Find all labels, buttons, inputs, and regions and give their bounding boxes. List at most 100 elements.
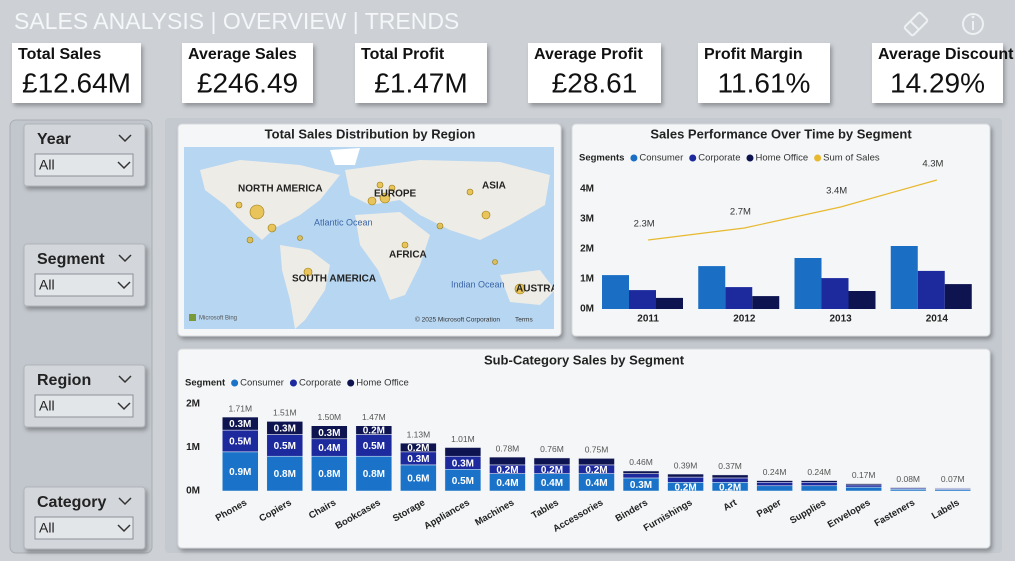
bar-segment bbox=[756, 480, 793, 483]
segment-label: 0.3M bbox=[407, 454, 429, 465]
land bbox=[200, 160, 340, 240]
legend-label: Home Office bbox=[755, 153, 808, 164]
slicer-panel bbox=[9, 119, 153, 554]
legend-label: Consumer bbox=[639, 153, 683, 164]
slicer-value: All bbox=[39, 520, 55, 536]
y-tick-label: 0M bbox=[186, 486, 200, 497]
bar-segment bbox=[311, 455, 348, 492]
bar bbox=[890, 246, 918, 309]
segment-label: 0.3M bbox=[452, 458, 474, 469]
kpi-value: £12.64M bbox=[22, 67, 131, 98]
slicer-label: Region bbox=[37, 372, 91, 389]
kpi-value: £1.47M bbox=[374, 67, 467, 98]
bar bbox=[725, 287, 753, 309]
eraser-icon[interactable] bbox=[903, 11, 929, 37]
total-label: 0.24M bbox=[807, 467, 831, 477]
x-tick-label: 2012 bbox=[733, 314, 756, 325]
line-card bbox=[571, 123, 991, 337]
bar-segment bbox=[800, 485, 838, 492]
data-label-bg bbox=[727, 205, 754, 218]
bar-segment bbox=[800, 480, 838, 483]
map-labels: NORTH AMERICA EUROPE ASIA Atlantic Ocean AFR… bbox=[238, 181, 554, 295]
segment-label: 0.4M bbox=[541, 478, 563, 489]
bar bbox=[698, 266, 726, 309]
segment-label: 0.2M bbox=[585, 465, 607, 476]
bar-segment bbox=[756, 482, 793, 487]
info-icon[interactable] bbox=[962, 13, 984, 35]
x-tick-label: 2013 bbox=[830, 314, 853, 325]
segment-label: 0.4M bbox=[585, 478, 607, 489]
segment-label: 0.8M bbox=[274, 469, 296, 480]
slicer-dropdown[interactable] bbox=[34, 394, 134, 418]
total-label: 1.13M bbox=[407, 429, 431, 439]
total-label: 1.50M bbox=[318, 412, 342, 422]
bar-segment bbox=[489, 456, 526, 466]
kpi-label: Profit Margin bbox=[704, 46, 803, 63]
land bbox=[280, 245, 330, 329]
bar bbox=[944, 284, 972, 309]
subcategory-card bbox=[177, 348, 991, 549]
bar-segment bbox=[622, 473, 660, 479]
bar-segment bbox=[756, 485, 793, 492]
kpi-card bbox=[355, 43, 487, 103]
bar-segment bbox=[222, 416, 259, 431]
kpi-label: Average Discount bbox=[878, 46, 1014, 63]
slicer-dropdown[interactable] bbox=[34, 516, 134, 540]
y-tick-label: 4M bbox=[580, 184, 594, 195]
bar bbox=[752, 296, 780, 309]
bar-segment bbox=[222, 451, 259, 492]
bar bbox=[656, 297, 683, 309]
total-label: 1.47M bbox=[362, 412, 386, 422]
segment-label: 0.9M bbox=[229, 467, 251, 478]
slicer-dropdown[interactable] bbox=[34, 273, 134, 297]
segment-label: 0.3M bbox=[229, 419, 251, 430]
bar-segment bbox=[444, 447, 482, 457]
segment-label: 0.5M bbox=[229, 437, 251, 448]
bar-segment bbox=[355, 425, 393, 435]
kpi-value: £28.61 bbox=[552, 67, 638, 98]
bar-segment bbox=[400, 442, 437, 453]
bar bbox=[794, 258, 822, 309]
kpi-label: Average Sales bbox=[188, 46, 297, 63]
bar bbox=[917, 270, 945, 309]
line-series bbox=[648, 179, 938, 241]
total-label: 0.39M bbox=[674, 460, 698, 470]
map bbox=[184, 147, 554, 329]
slicer-label: Segment bbox=[37, 251, 105, 268]
total-label: 0.24M bbox=[763, 467, 787, 477]
data-label: 3.4M bbox=[826, 186, 847, 197]
legend-marker bbox=[814, 154, 822, 162]
map-terms[interactable]: Terms bbox=[515, 317, 533, 324]
bing-logo bbox=[189, 314, 196, 321]
slicer-dropdown[interactable] bbox=[34, 153, 134, 177]
total-label: 0.37M bbox=[718, 461, 742, 471]
dropdown-chevron bbox=[117, 161, 131, 170]
kpi-value: 14.29% bbox=[890, 67, 985, 98]
total-label: 0.46M bbox=[629, 457, 653, 467]
segment-label: 0.8M bbox=[318, 469, 340, 480]
map-label: SOUTH AMERICA bbox=[292, 274, 376, 285]
land bbox=[500, 270, 554, 305]
bar-segment bbox=[622, 470, 660, 474]
legend-marker bbox=[347, 379, 355, 387]
slicer-label: Year bbox=[37, 131, 71, 148]
slicer-value: All bbox=[39, 157, 55, 173]
kpi-card bbox=[12, 43, 141, 103]
bar-segment bbox=[889, 487, 927, 489]
map-label: Atlantic Ocean bbox=[314, 217, 373, 227]
dropdown-chevron bbox=[117, 524, 131, 533]
x-tick-label: 2011 bbox=[637, 314, 659, 325]
slicer-collapse-icon bbox=[118, 375, 132, 384]
kpi-card bbox=[872, 43, 1003, 103]
y-tick-label: 1M bbox=[186, 442, 200, 453]
slicer-value: All bbox=[39, 398, 55, 414]
total-label: 1.71M bbox=[228, 403, 252, 413]
dropdown-chevron bbox=[117, 281, 131, 290]
legend-marker bbox=[231, 379, 239, 387]
page-title: SALES ANALYSIS | OVERVIEW | TRENDS bbox=[14, 8, 459, 34]
bar-segment bbox=[845, 486, 882, 492]
total-label: 0.75M bbox=[585, 445, 609, 455]
data-label: 2.3M bbox=[634, 219, 655, 230]
segment-label: 0.4M bbox=[496, 478, 518, 489]
